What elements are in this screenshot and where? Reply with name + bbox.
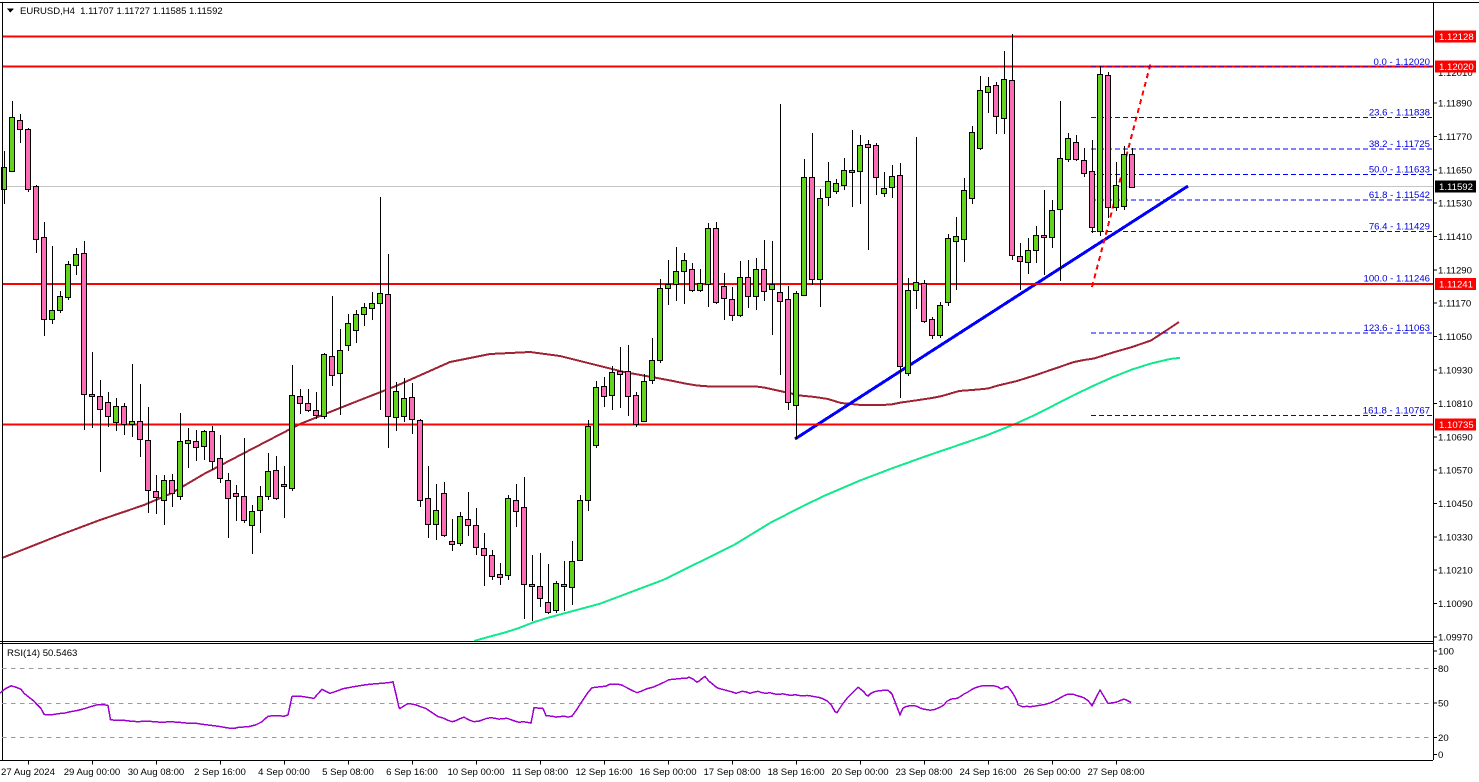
svg-text:17 Sep 08:00: 17 Sep 08:00 <box>703 767 760 778</box>
svg-text:EURUSD,H4 1.11707 1.11727 1.1: EURUSD,H4 1.11707 1.11727 1.11585 1.1159… <box>20 6 223 17</box>
svg-text:1.10330: 1.10330 <box>1438 533 1473 544</box>
svg-text:1.11170: 1.11170 <box>1438 299 1471 310</box>
svg-text:2 Sep 16:00: 2 Sep 16:00 <box>194 767 246 778</box>
svg-text:1.10570: 1.10570 <box>1438 466 1473 477</box>
svg-text:50: 50 <box>1438 699 1449 710</box>
svg-text:1.11890: 1.11890 <box>1438 99 1472 110</box>
svg-text:50.0 - 1.11633: 50.0 - 1.11633 <box>1369 165 1430 176</box>
svg-text:100: 100 <box>1438 647 1454 658</box>
svg-text:10 Sep 00:00: 10 Sep 00:00 <box>447 767 504 778</box>
svg-text:26 Sep 00:00: 26 Sep 00:00 <box>1023 767 1080 778</box>
svg-text:23.6 - 1.11838: 23.6 - 1.11838 <box>1369 108 1430 119</box>
svg-text:16 Sep 00:00: 16 Sep 00:00 <box>639 767 696 778</box>
svg-text:20: 20 <box>1438 733 1449 744</box>
svg-text:1.11410: 1.11410 <box>1438 232 1472 243</box>
svg-text:1.10690: 1.10690 <box>1438 433 1473 444</box>
svg-text:20 Sep 00:00: 20 Sep 00:00 <box>831 767 888 778</box>
svg-text:1.11241: 1.11241 <box>1439 280 1473 291</box>
svg-text:30 Aug 08:00: 30 Aug 08:00 <box>128 767 185 778</box>
svg-text:0: 0 <box>1438 750 1443 761</box>
svg-text:100.0 - 1.11246: 100.0 - 1.11246 <box>1364 274 1431 285</box>
svg-text:1.11530: 1.11530 <box>1438 199 1472 210</box>
svg-text:12 Sep 16:00: 12 Sep 16:00 <box>575 767 632 778</box>
svg-text:1.10450: 1.10450 <box>1438 499 1473 510</box>
svg-text:161.8 - 1.10767: 161.8 - 1.10767 <box>1363 406 1430 417</box>
svg-text:RSI(14) 50.5463: RSI(14) 50.5463 <box>7 648 77 659</box>
svg-text:1.11650: 1.11650 <box>1438 166 1472 177</box>
svg-text:5 Sep 08:00: 5 Sep 08:00 <box>322 767 374 778</box>
svg-text:76.4 - 1.11429: 76.4 - 1.11429 <box>1369 222 1430 233</box>
svg-text:1.10810: 1.10810 <box>1438 399 1473 410</box>
svg-text:24 Sep 16:00: 24 Sep 16:00 <box>959 767 1016 778</box>
svg-text:1.12128: 1.12128 <box>1439 32 1474 43</box>
svg-text:27 Aug 2024: 27 Aug 2024 <box>1 767 56 778</box>
svg-text:123.6 - 1.11063: 123.6 - 1.11063 <box>1364 323 1431 334</box>
svg-text:1.09970: 1.09970 <box>1438 633 1473 644</box>
svg-text:1.10930: 1.10930 <box>1438 366 1473 377</box>
svg-text:1.11592: 1.11592 <box>1439 182 1473 193</box>
svg-text:1.10210: 1.10210 <box>1438 566 1473 577</box>
svg-text:18 Sep 16:00: 18 Sep 16:00 <box>767 767 824 778</box>
svg-text:61.8 - 1.11542: 61.8 - 1.11542 <box>1369 190 1430 201</box>
svg-text:11 Sep 08:00: 11 Sep 08:00 <box>512 767 568 778</box>
svg-text:80: 80 <box>1438 664 1449 675</box>
svg-text:38.2 - 1.11725: 38.2 - 1.11725 <box>1369 139 1430 150</box>
svg-text:1.12020: 1.12020 <box>1439 62 1474 73</box>
svg-text:1.11290: 1.11290 <box>1438 266 1472 277</box>
svg-text:1.11770: 1.11770 <box>1438 132 1472 143</box>
svg-text:6 Sep 16:00: 6 Sep 16:00 <box>386 767 438 778</box>
svg-text:29 Aug 00:00: 29 Aug 00:00 <box>64 767 121 778</box>
svg-text:4 Sep 00:00: 4 Sep 00:00 <box>258 767 310 778</box>
svg-text:27 Sep 08:00: 27 Sep 08:00 <box>1087 767 1144 778</box>
svg-text:1.12010: 1.12010 <box>1438 68 1473 79</box>
svg-text:1.11050: 1.11050 <box>1438 332 1472 343</box>
svg-text:1.10090: 1.10090 <box>1438 599 1473 610</box>
svg-text:1.10735: 1.10735 <box>1439 420 1474 431</box>
svg-text:0.0 - 1.12020: 0.0 - 1.12020 <box>1373 57 1430 68</box>
svg-text:23 Sep 08:00: 23 Sep 08:00 <box>895 767 952 778</box>
